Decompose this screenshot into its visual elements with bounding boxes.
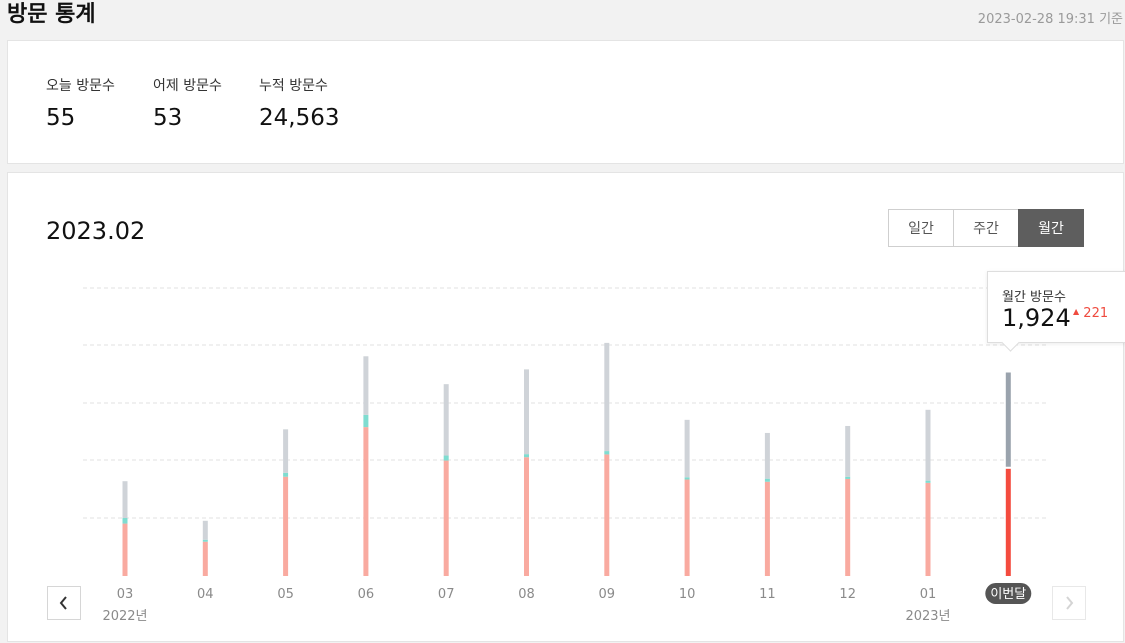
bar-segment [524, 369, 529, 455]
bar-segment [202, 541, 208, 576]
x-tick-label: 12 [839, 587, 856, 602]
bar-segment [604, 454, 610, 576]
period-tab-group: 일간 주간 월간 [888, 209, 1084, 247]
bar-segment [283, 476, 289, 576]
bar-segment [363, 356, 369, 415]
x-tick-label: 04 [197, 587, 214, 602]
x-tick-label: 10 [679, 587, 696, 602]
stat-today-label: 오늘 방문수 [46, 78, 115, 94]
period-title: 2023.02 [46, 217, 146, 245]
bar-segment [443, 384, 449, 456]
bar-segment [764, 481, 770, 576]
bar-segment [684, 419, 690, 478]
x-tick-label: 07 [438, 587, 455, 602]
bar-segment [524, 454, 529, 458]
page-title: 방문 통계 [7, 2, 96, 27]
bar-segment [122, 523, 128, 576]
tooltip-label: 월간 방문수 [1002, 290, 1066, 305]
stat-total: 누적 방문수 24,563 [259, 75, 339, 131]
stat-today: 오늘 방문수 55 [46, 75, 115, 131]
tooltip-value: 1,924 [1002, 304, 1071, 332]
stat-total-label: 누적 방문수 [259, 78, 328, 94]
bar-segment [604, 451, 610, 455]
year-label: 2022년 [102, 609, 147, 624]
bar-segment [684, 479, 690, 576]
bar-segment [1005, 372, 1011, 467]
x-tick-label: 03 [117, 587, 134, 602]
bar-segment [363, 414, 369, 428]
x-tick-label: 11 [759, 587, 776, 602]
triangle-up-icon: ▲ [1073, 307, 1080, 316]
chevron-right-icon [1066, 596, 1074, 610]
visits-bar-chart: 03 04 05 06 07 08 09 10 11 12 01 이번달 2022년 2023년 [83, 287, 1048, 624]
bar-segment [1005, 468, 1011, 576]
bar-segment [283, 472, 289, 477]
bar-segment [363, 427, 369, 576]
bar-segment [764, 432, 770, 479]
stat-today-value: 55 [46, 105, 76, 131]
bar-segment [1005, 466, 1011, 469]
year-label: 2023년 [905, 609, 950, 624]
bar-segment [764, 478, 770, 482]
bar-segment [524, 457, 529, 576]
bar-segment [925, 482, 931, 576]
stat-yesterday: 어제 방문수 53 [153, 75, 222, 131]
x-tick-label: 05 [277, 587, 294, 602]
bar-segment [604, 342, 610, 452]
x-tick-label: 06 [358, 587, 375, 602]
tooltip-delta: ▲ 221 [1073, 306, 1108, 321]
summary-card: 오늘 방문수 55 어제 방문수 53 누적 방문수 24,563 [7, 40, 1124, 164]
tooltip-delta-value: 221 [1083, 306, 1109, 321]
prev-button[interactable] [47, 586, 81, 620]
bar-segment [845, 478, 851, 576]
x-tick-label: 09 [599, 587, 616, 602]
tab-daily[interactable]: 일간 [888, 209, 954, 247]
stat-yesterday-label: 어제 방문수 [153, 78, 222, 94]
current-month-pill [985, 583, 1032, 604]
bar-segment [684, 477, 690, 480]
bar-segment [202, 539, 208, 542]
stat-yesterday-value: 53 [153, 105, 183, 131]
chevron-left-icon [59, 596, 67, 610]
bar-segment [122, 481, 128, 518]
bar-segment [443, 460, 449, 576]
tab-weekly[interactable]: 주간 [953, 209, 1019, 247]
bar-segment [925, 480, 931, 483]
x-tick-label: 이번달 [990, 587, 1026, 602]
tooltip: 월간 방문수 1,924 ▲ 221 [987, 271, 1125, 352]
timestamp: 2023-02-28 19:31 기준 [977, 12, 1123, 27]
bar-segment [925, 409, 931, 481]
next-button[interactable] [1052, 586, 1086, 620]
bar-segment [845, 476, 851, 479]
bar-segment [443, 455, 449, 461]
x-tick-label: 08 [518, 587, 535, 602]
x-tick-label: 01 [920, 587, 937, 602]
bar-segment [202, 520, 208, 540]
tab-monthly[interactable]: 월간 [1018, 209, 1084, 247]
chart-card: 03 04 05 06 07 08 09 10 11 12 01 이번달 2022년 2023년 2023… [7, 172, 1125, 642]
bar-segment [283, 429, 289, 473]
bar-segment [845, 425, 851, 477]
stat-total-value: 24,563 [259, 105, 340, 131]
bar-segment [122, 518, 128, 524]
